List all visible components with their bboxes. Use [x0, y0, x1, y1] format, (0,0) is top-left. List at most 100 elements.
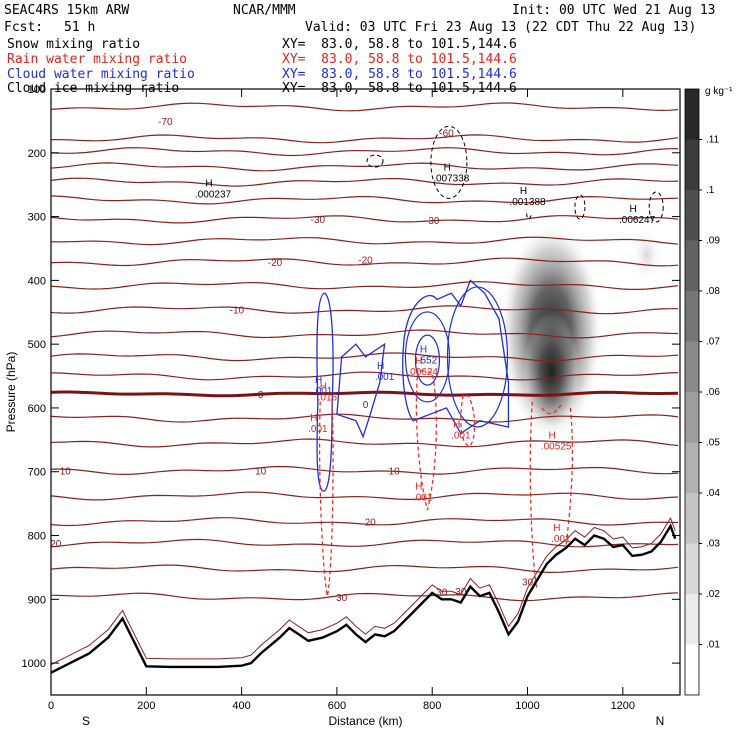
colorbar-segment: [685, 190, 699, 241]
cloud-water-contour: [316, 292, 334, 492]
maximum-value-label: .00525: [541, 441, 572, 452]
cloud-water-contour: [402, 279, 510, 435]
direction-north-label: N: [656, 714, 665, 728]
isotherm-line: [51, 491, 679, 501]
colorbar-segment: [685, 89, 699, 140]
x-tick-label: 800: [423, 700, 441, 712]
colorbar-segment: [685, 291, 699, 342]
colorbar-segment: [685, 442, 699, 494]
maximum-marker: H: [377, 361, 384, 372]
freezing-level-label: 0: [363, 400, 369, 411]
maximum-value-label: .016: [318, 392, 338, 403]
isotherm-label: 10: [255, 466, 267, 477]
cloud-water-contour: [336, 342, 386, 439]
plot-frame: [50, 88, 681, 696]
maximum-marker: H: [548, 430, 555, 441]
x-tick-label: 600: [328, 700, 346, 712]
isotherm-line: [51, 215, 679, 224]
colorbar-label: .05: [706, 438, 720, 449]
cloud-ice-contour: [574, 194, 586, 220]
cloud-water-contour: [414, 334, 441, 386]
init-time: Init: 00 UTC Wed 21 Aug 13: [512, 3, 716, 18]
y-tick-label: 800: [28, 531, 46, 543]
isotherm-label: -20: [268, 258, 283, 269]
colorbar-label: .02: [706, 589, 720, 600]
colorbar-units: g kg⁻¹: [705, 86, 733, 97]
snow-shading-lower: [523, 311, 580, 432]
isotherm-line: [51, 371, 679, 381]
cloud-ice-contour: [648, 191, 664, 223]
colorbar-label: .06: [706, 387, 720, 398]
field-label-cloud-water: Cloud water mixing ratio: [7, 67, 195, 82]
field-xy-snow: XY= 83.0, 58.8 to 101.5,144.6: [282, 37, 517, 52]
y-tick-label: 1000: [22, 658, 46, 670]
x-tick-label: 1200: [611, 700, 635, 712]
maximum-marker: H: [415, 356, 422, 367]
isotherm-label: 20: [50, 539, 62, 550]
maximum-value-label: .000237: [195, 189, 232, 200]
colorbar-segment: [685, 139, 699, 191]
y-axis-label: Pressure (hPa): [4, 352, 18, 433]
colorbar-label: .07: [706, 337, 720, 348]
isotherm-line: [51, 413, 679, 423]
colorbar-label: .04: [706, 488, 720, 499]
x-tick-label: 400: [232, 700, 250, 712]
direction-south-label: S: [82, 714, 90, 728]
y-tick-label: 700: [28, 467, 46, 479]
colorbar-label: .11: [706, 135, 720, 146]
rain-water-contour: [319, 401, 334, 597]
maximum-value-label: .007338: [433, 173, 470, 184]
maximum-value-label: .006247: [619, 215, 656, 226]
colorbar-segment: [685, 392, 699, 443]
colorbar-segment: [685, 240, 699, 292]
y-tick-label: 400: [28, 275, 46, 287]
isotherm-line: [51, 564, 679, 574]
y-tick-label: 900: [28, 594, 46, 606]
colorbar-label: .01: [706, 640, 720, 651]
maximum-marker: H: [320, 381, 327, 392]
maximum-marker: H: [520, 186, 527, 197]
isotherm-line: [51, 236, 679, 246]
isotherm-label: -10: [230, 306, 245, 317]
isotherm-line: [51, 147, 679, 157]
isotherm-line: [51, 538, 679, 548]
isotherm-label: -60: [439, 128, 454, 139]
forecast-label: Fcst:: [4, 20, 44, 35]
isotherm-line: [51, 592, 679, 602]
y-tick-label: 500: [28, 339, 46, 351]
maximum-value-label: .001: [551, 534, 571, 545]
colorbar-label: .09: [706, 236, 720, 247]
isotherm-line: [51, 177, 679, 187]
y-tick-label: 200: [28, 148, 46, 160]
rain-water-contour: [460, 394, 476, 447]
isotherm-label: 30: [455, 587, 467, 598]
maximum-value-label: .001388: [509, 197, 546, 208]
y-tick-label: 600: [28, 403, 46, 415]
maximum-marker: H: [315, 375, 322, 386]
isotherm-label: -30: [425, 216, 440, 227]
isotherm-line: [51, 465, 679, 476]
freezing-level-line: [51, 390, 679, 398]
snow-shading-faint: [630, 224, 663, 285]
isotherm-line: [51, 281, 679, 290]
maximum-marker: H: [415, 481, 422, 492]
isotherm-label: -20: [358, 255, 373, 266]
field-xy-rain: XY= 83.0, 58.8 to 101.5,144.6: [282, 52, 517, 67]
isotherm-label: -70: [158, 117, 173, 128]
isotherm-label: -30: [311, 215, 326, 226]
freezing-level-label: 0: [258, 390, 264, 401]
colorbar-segment: [685, 543, 699, 595]
colorbar-segment: [685, 594, 699, 645]
x-axis-label: Distance (km): [328, 714, 402, 728]
field-label-snow: Snow mixing ratio: [7, 37, 141, 52]
center-label: NCAR/MMM: [233, 3, 296, 18]
maximum-value-label: .552: [418, 355, 438, 366]
cloud-ice-contour: [526, 213, 532, 220]
valid-time: Valid: 03 UTC Fri 23 Aug 13 (22 CDT Thu …: [305, 20, 697, 35]
maximum-value-label: .001: [451, 431, 471, 442]
rain-water-contour: [541, 404, 562, 415]
maximum-marker: H: [444, 162, 451, 173]
isotherm-line: [51, 352, 679, 362]
maximum-marker: H: [453, 420, 460, 431]
